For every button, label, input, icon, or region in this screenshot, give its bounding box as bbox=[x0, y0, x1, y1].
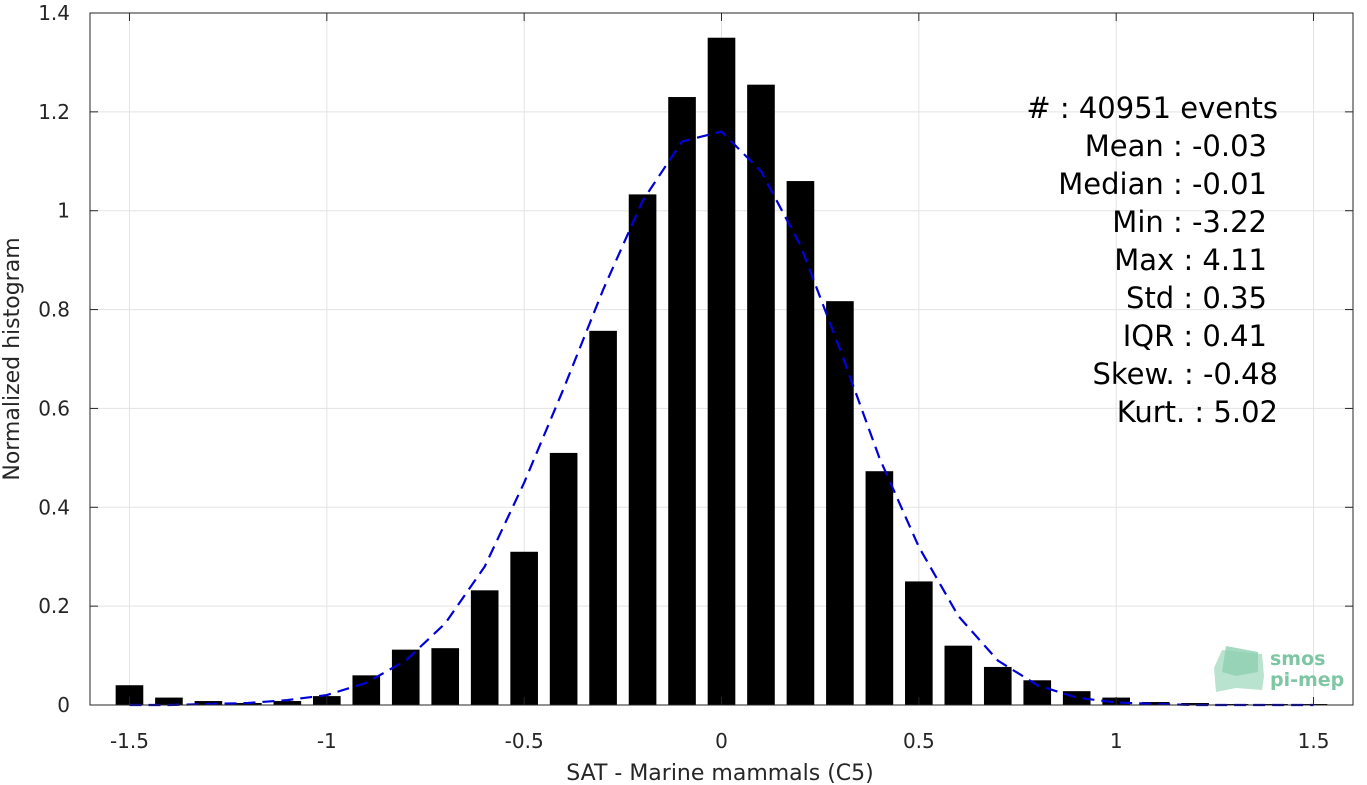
x-tick-label: 1 bbox=[1110, 729, 1123, 753]
histogram-bar bbox=[431, 648, 460, 705]
histogram-bar bbox=[115, 685, 144, 705]
y-axis-label: Normalized histogram bbox=[0, 237, 25, 480]
statistics-annotation: # : 40951 events Mean : -0.03 Median : -… bbox=[1026, 91, 1278, 429]
stat-iqr: IQR : 0.41 bbox=[1123, 319, 1267, 353]
y-tick-label: 0 bbox=[57, 693, 70, 717]
histogram-bar bbox=[628, 194, 657, 705]
histogram-bar bbox=[865, 471, 894, 705]
histogram-bar bbox=[983, 666, 1012, 705]
smos-pi-mep-logo: smos pi-mep bbox=[1214, 646, 1344, 692]
x-axis-label: SAT - Marine mammals (C5) bbox=[566, 761, 874, 785]
logo-wave-icon-front bbox=[1222, 646, 1258, 676]
stat-skew: Skew. : -0.48 bbox=[1092, 357, 1278, 391]
histogram-bar bbox=[1181, 703, 1209, 705]
histogram-bar bbox=[391, 649, 420, 705]
histogram-bars bbox=[115, 37, 1328, 706]
y-tick-label: 0.8 bbox=[38, 298, 70, 322]
stat-std: Std : 0.35 bbox=[1126, 281, 1267, 315]
stat-median: Median : -0.01 bbox=[1058, 167, 1267, 201]
logo-text-line2: pi-mep bbox=[1270, 669, 1344, 691]
histogram-bar bbox=[549, 452, 578, 705]
histogram-bar bbox=[510, 551, 538, 705]
stat-count: # : 40951 events bbox=[1026, 91, 1278, 125]
histogram-bar bbox=[155, 697, 183, 705]
logo-text-line1: smos bbox=[1270, 648, 1325, 670]
histogram-bar bbox=[707, 37, 736, 705]
histogram-bar bbox=[352, 675, 381, 705]
x-tick-label: -1.5 bbox=[110, 729, 149, 753]
y-tick-label: 1 bbox=[57, 199, 70, 223]
x-tick-label: 1.5 bbox=[1298, 729, 1330, 753]
x-tick-label: -0.5 bbox=[505, 729, 544, 753]
stat-kurt: Kurt. : 5.02 bbox=[1117, 395, 1278, 429]
y-tick-label: 0.2 bbox=[38, 594, 70, 618]
histogram-bar bbox=[786, 181, 815, 706]
x-tick-label: 0.5 bbox=[903, 729, 935, 753]
histogram-bar bbox=[747, 84, 775, 705]
x-tick-label: -1 bbox=[317, 729, 337, 753]
y-tick-label: 0.4 bbox=[38, 495, 70, 519]
stat-max: Max : 4.11 bbox=[1114, 243, 1267, 277]
stat-mean: Mean : -0.03 bbox=[1085, 129, 1267, 163]
y-tick-label: 0.6 bbox=[38, 396, 70, 420]
histogram-bar bbox=[668, 97, 696, 706]
axis-ticks: -1.5 -1 -0.5 0 0.5 1 1.5 0 0.2 0.4 0.6 0.8 1 1.2 1.4 bbox=[38, 1, 1353, 753]
histogram-bar bbox=[905, 581, 933, 705]
y-tick-label: 1.4 bbox=[38, 1, 70, 25]
histogram-bar bbox=[826, 301, 854, 705]
histogram-bar bbox=[1141, 702, 1170, 705]
y-tick-label: 1.2 bbox=[38, 100, 70, 124]
histogram-bar bbox=[273, 701, 302, 705]
x-tick-label: 0 bbox=[715, 729, 728, 753]
histogram-bar bbox=[470, 590, 499, 705]
fit-curve bbox=[129, 130, 1314, 707]
stat-min: Min : -3.22 bbox=[1112, 205, 1267, 239]
histogram-bar bbox=[589, 330, 617, 705]
histogram-bar bbox=[944, 645, 973, 705]
